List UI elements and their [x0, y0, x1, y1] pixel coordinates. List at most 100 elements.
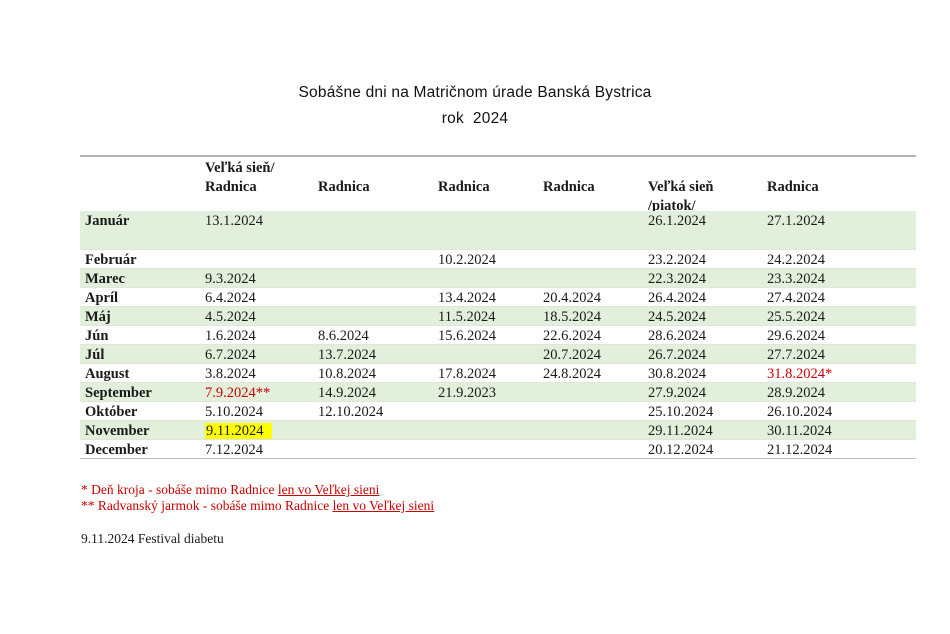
column-header-radnica-2: Radnica — [318, 179, 370, 195]
document-subtitle: rok 2024 — [441, 110, 509, 127]
table-body: Január 13.1.2024 26.1.2024 27.1.2024 Február… — [80, 211, 916, 459]
date-cell: 21.12.2024 — [767, 442, 833, 458]
month-label: Apríl — [85, 290, 119, 306]
table-row-3: Apríl 6.4.2024 13.4.2024 20.4.2024 26.4.2024… — [80, 288, 916, 307]
date-cell: 25.5.2024 — [767, 309, 825, 325]
date-cell: 11.5.2024 — [438, 309, 496, 325]
date-cell: 8.6.2024 — [318, 328, 369, 344]
date-cell: 30.8.2024 — [648, 366, 706, 382]
date-cell: 27.7.2024 — [767, 347, 825, 363]
table-row-6: Júl 6.7.2024 13.7.2024 20.7.2024 26.7.2024 27… — [80, 345, 916, 364]
date-cell — [318, 269, 438, 287]
table-row-1: Február 10.2.2024 23.2.2024 24.2.2024 — [80, 250, 916, 269]
date-cell — [438, 421, 543, 439]
date-cell — [318, 288, 438, 306]
date-cell — [438, 211, 543, 249]
table-row-5: Jún 1.6.2024 8.6.2024 15.6.2024 22.6.2024 28.… — [80, 326, 916, 345]
date-cell: 10.2.2024 — [438, 252, 496, 268]
footnote-1: * Deň kroja - sobáše mimo Radnice len vo… — [81, 482, 434, 498]
date-cell: 26.1.2024 — [648, 213, 706, 229]
date-cell: 27.4.2024 — [767, 290, 825, 306]
date-cell — [543, 402, 648, 420]
table-row-0: Január 13.1.2024 26.1.2024 27.1.2024 — [80, 211, 916, 250]
date-cell — [318, 421, 438, 439]
date-cell: 4.5.2024 — [205, 309, 256, 325]
date-cell — [543, 250, 648, 268]
date-cell: 23.2.2024 — [648, 252, 706, 268]
document-title: Sobášne dni na Matričnom úrade Banská By… — [298, 84, 652, 101]
date-cell: 26.7.2024 — [648, 347, 706, 363]
date-cell: 28.6.2024 — [648, 328, 706, 344]
date-cell — [543, 440, 648, 458]
footnotes: * Deň kroja - sobáše mimo Radnice len vo… — [81, 482, 434, 514]
date-cell — [543, 211, 648, 249]
date-cell: 24.8.2024 — [543, 366, 601, 382]
date-cell: 14.9.2024 — [318, 385, 376, 401]
date-cell: 31.8.2024* — [767, 364, 916, 382]
date-cell: 9.11.2024 — [205, 421, 318, 439]
table-row-9: Október 5.10.2024 12.10.2024 25.10.2024 26.1… — [80, 402, 916, 421]
date-cell — [318, 440, 438, 458]
date-cell — [318, 211, 438, 249]
festival-note: 9.11.2024 Festival diabetu — [81, 531, 224, 546]
month-label: Jún — [85, 328, 109, 344]
column-header-radnica-3: Radnica — [438, 179, 490, 195]
date-cell: 12.10.2024 — [318, 404, 384, 420]
footnote-text: ** Radvanský jarmok - sobáše mimo Radnic… — [81, 498, 333, 513]
month-label: Marec — [85, 271, 125, 287]
table-row-4: Máj 4.5.2024 11.5.2024 18.5.2024 24.5.2024 25… — [80, 307, 916, 326]
date-cell: 6.7.2024 — [205, 347, 256, 363]
date-cell — [438, 402, 543, 420]
date-cell: 21.9.2023 — [438, 385, 496, 401]
date-cell: 30.11.2024 — [767, 423, 832, 439]
date-cell: 6.4.2024 — [205, 290, 256, 306]
date-cell — [318, 307, 438, 325]
date-cell — [438, 269, 543, 287]
date-cell — [205, 250, 318, 268]
title-block: Sobášne dni na Matričnom úrade Banská By… — [0, 80, 950, 132]
month-label: November — [85, 423, 150, 439]
date-cell: 13.1.2024 — [205, 213, 263, 229]
date-cell: 23.3.2024 — [767, 271, 825, 287]
month-label: Máj — [85, 309, 111, 325]
date-cell: 20.4.2024 — [543, 290, 601, 306]
date-cell — [543, 269, 648, 287]
column-header-velka-sien-piatok: Veľká sieň /piatok/ — [648, 179, 714, 211]
month-label: Február — [85, 252, 137, 268]
table-row-8: September 7.9.2024** 14.9.2024 21.9.2023 27.… — [80, 383, 916, 402]
date-cell: 24.2.2024 — [767, 252, 825, 268]
footnote-underlined-text: len vo Veľkej sieni — [332, 498, 435, 513]
special-date-red: 31.8.2024* — [767, 366, 833, 382]
table-row-2: Marec 9.3.2024 22.3.2024 23.3.2024 — [80, 269, 916, 288]
date-cell: 17.8.2024 — [438, 366, 496, 382]
footnote-text: * Deň kroja - sobáše mimo Radnice — [81, 482, 278, 497]
date-cell: 10.8.2024 — [318, 366, 376, 382]
date-cell: 22.3.2024 — [648, 271, 706, 287]
highlighted-date: 9.11.2024 — [205, 423, 273, 439]
date-cell: 7.12.2024 — [205, 442, 263, 458]
date-cell: 13.7.2024 — [318, 347, 376, 363]
month-label: December — [85, 442, 148, 458]
column-header-velka-sien-radnica: Veľká sieň/ Radnica — [205, 160, 275, 195]
date-cell: 29.6.2024 — [767, 328, 825, 344]
date-cell — [318, 250, 438, 268]
month-label: Júl — [85, 347, 105, 363]
date-cell — [438, 440, 543, 458]
footnote-2: ** Radvanský jarmok - sobáše mimo Radnic… — [81, 498, 434, 514]
date-cell: 9.3.2024 — [205, 271, 256, 287]
date-cell: 1.6.2024 — [205, 328, 256, 344]
table-row-10: November 9.11.2024 29.11.2024 30.11.2024 — [80, 421, 916, 440]
date-cell: 15.6.2024 — [438, 328, 496, 344]
date-cell: 25.10.2024 — [648, 404, 714, 420]
column-header-month — [80, 157, 205, 211]
date-cell — [543, 421, 648, 439]
date-cell: 27.1.2024 — [767, 213, 825, 229]
special-date-red: 7.9.2024** — [205, 385, 271, 401]
footnote-underlined-text: len vo Veľkej sieni — [277, 482, 380, 497]
month-label: September — [85, 385, 152, 401]
date-cell: 7.9.2024** — [205, 383, 318, 401]
date-cell: 3.8.2024 — [205, 366, 256, 382]
month-label: August — [85, 366, 130, 382]
month-label: Október — [85, 404, 138, 420]
date-cell — [543, 383, 648, 401]
